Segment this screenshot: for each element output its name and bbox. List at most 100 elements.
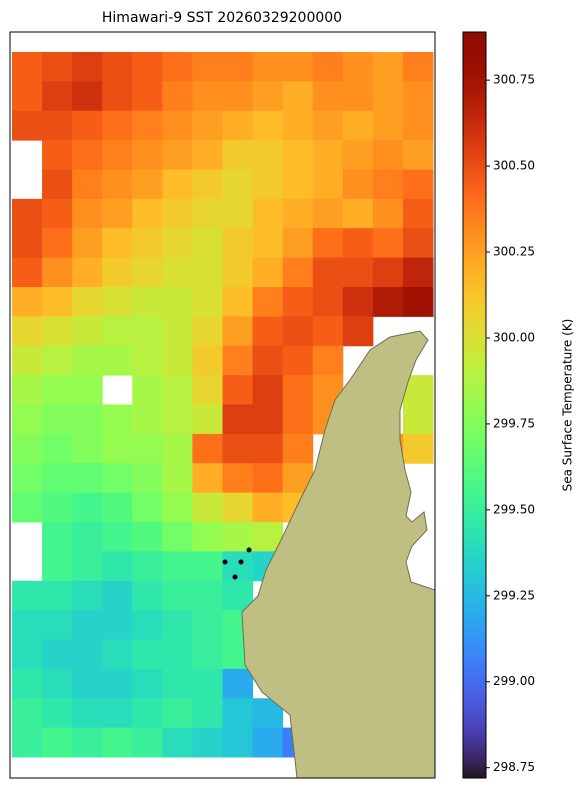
sst-grid [12, 52, 434, 758]
grid-cell [42, 52, 73, 82]
grid-cell [252, 316, 284, 347]
grid-cell [162, 668, 193, 699]
colorbar-tick-label: 300.00 [493, 330, 535, 344]
grid-cell [342, 198, 374, 229]
grid-cell [102, 668, 133, 699]
grid-cell [12, 287, 43, 317]
grid-cell [222, 433, 254, 464]
grid-cell [222, 169, 254, 200]
grid-cell [12, 610, 43, 640]
grid-cell [252, 345, 284, 376]
grid-cell [282, 198, 314, 229]
grid-cell [162, 375, 193, 405]
grid-cell [162, 433, 193, 464]
grid-cell [222, 522, 254, 552]
colorbar-ticks: 298.75 299.00 299.25 299.50 299.75 300.00 300.… [486, 73, 535, 774]
grid-cell [252, 404, 284, 435]
grid-cell [102, 52, 133, 82]
grid-cell [192, 639, 223, 670]
grid-cell [222, 52, 254, 82]
grid-cell [192, 316, 223, 347]
grid-cell [192, 463, 223, 494]
grid-cell [132, 404, 163, 435]
grid-cell [12, 110, 43, 141]
grid-cell [282, 375, 314, 405]
grid-cell [282, 404, 314, 435]
colorbar-tick-label: 300.25 [493, 245, 535, 259]
grid-cell [282, 169, 314, 200]
grid-cell [162, 140, 193, 170]
grid-cell [252, 433, 284, 464]
grid-cell [222, 228, 254, 259]
grid-cell [372, 228, 404, 259]
grid-cell [102, 257, 133, 288]
grid-cell [102, 492, 133, 523]
grid-cell [252, 492, 284, 523]
grid-cell [12, 404, 43, 435]
grid-cell [162, 345, 193, 376]
grid-cell [72, 375, 103, 405]
grid-cell [312, 81, 344, 112]
grid-cell [132, 551, 163, 582]
grid-cell [72, 287, 103, 317]
grid-cell [42, 551, 73, 582]
grid-cell [192, 580, 223, 611]
grid-cell [102, 404, 133, 435]
grid-cell [12, 316, 43, 347]
grid-cell [312, 316, 344, 347]
grid-cell [72, 81, 103, 112]
grid-cell [102, 169, 133, 200]
grid-cell [42, 257, 73, 288]
grid-cell [72, 463, 103, 494]
grid-cell [312, 345, 344, 376]
grid-cell [222, 257, 254, 288]
grid-cell [252, 169, 284, 200]
grid-cell [132, 698, 163, 729]
markers [222, 547, 252, 580]
land [241, 330, 435, 778]
grid-cell [222, 375, 254, 405]
grid-cell [342, 287, 374, 317]
grid-cell [12, 198, 43, 229]
grid-cell [222, 551, 254, 582]
grid-cell [102, 727, 133, 758]
grid-cell [72, 404, 103, 435]
grid-cell [162, 169, 193, 200]
grid-cell [102, 610, 133, 640]
grid-cell [222, 198, 254, 229]
grid-cell [372, 140, 404, 170]
grid-cell [342, 52, 374, 82]
grid-cell [12, 257, 43, 288]
grid-cell [102, 551, 133, 582]
grid-cell [222, 345, 254, 376]
grid-cell [252, 140, 284, 170]
grid-cell [42, 345, 73, 376]
grid-cell [102, 698, 133, 729]
grid-cell [342, 140, 374, 170]
grid-cell [252, 110, 284, 141]
grid-cell [132, 287, 163, 317]
grid-cell [132, 492, 163, 523]
grid-cell [132, 316, 163, 347]
grid-cell [12, 492, 43, 523]
grid-cell [222, 140, 254, 170]
grid-cell [192, 404, 223, 435]
grid-cell [162, 639, 193, 670]
grid-cell [192, 668, 223, 699]
grid-cell [252, 81, 284, 112]
grid-cell [72, 610, 103, 640]
grid-cell [132, 639, 163, 670]
grid-cell [162, 698, 193, 729]
grid-cell [132, 580, 163, 611]
grid-cell [222, 492, 254, 523]
grid-cell [192, 198, 223, 229]
grid-cell [342, 316, 374, 347]
grid-cell [102, 81, 133, 112]
grid-cell [102, 463, 133, 494]
grid-cell [72, 52, 103, 82]
grid-cell [42, 639, 73, 670]
grid-cell [402, 140, 434, 170]
grid-cell [252, 463, 284, 494]
grid-cell [192, 522, 223, 552]
